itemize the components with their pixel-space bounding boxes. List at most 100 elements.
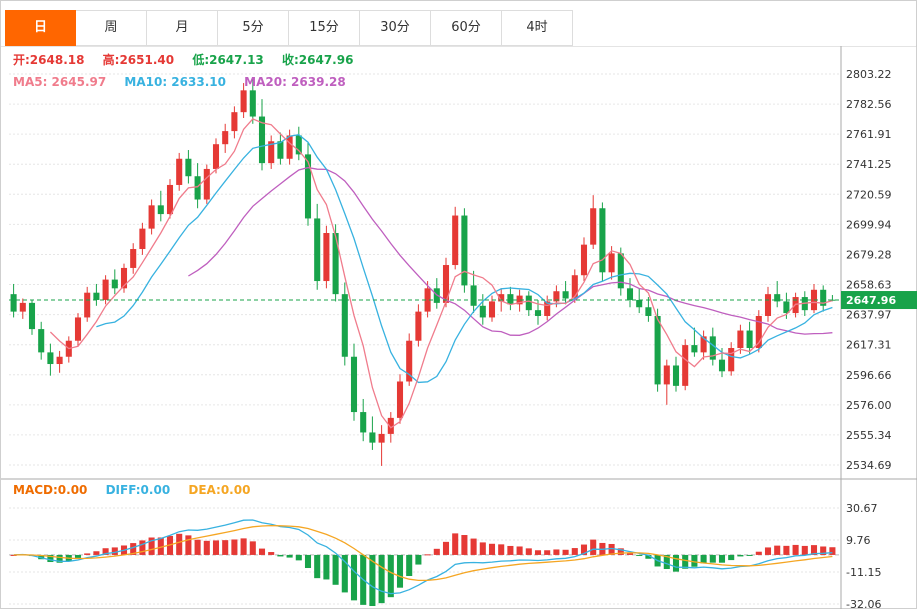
macd-histogram-bar — [820, 546, 827, 555]
ma20-value: MA20: 2639.28 — [244, 75, 346, 89]
candle-body — [231, 112, 238, 132]
macd-histogram-bar — [240, 538, 247, 555]
macd-histogram-bar — [525, 548, 532, 555]
candle-body — [498, 294, 505, 302]
macd-histogram-bar — [84, 553, 91, 555]
macd-histogram-bar — [194, 539, 201, 555]
diff-value: DIFF:0.00 — [105, 483, 171, 497]
candle-body — [442, 265, 450, 303]
candle-body — [157, 205, 164, 215]
macd-axis-label: 9.76 — [846, 534, 871, 547]
price-axis-label: 2658.63 — [846, 279, 892, 292]
macd-histogram-bar — [829, 547, 836, 555]
price-axis-label: 2555.34 — [846, 429, 892, 442]
macd-histogram-bar — [700, 554, 707, 564]
candle-body — [102, 279, 109, 300]
macd-value: MACD:0.00 — [13, 483, 88, 497]
macd-histogram-bar — [461, 535, 468, 555]
candle-body — [185, 158, 192, 177]
ma-info-row: MA5: 2645.97 MA10: 2633.10 MA20: 2639.28 — [13, 75, 360, 89]
candle-body — [544, 301, 551, 316]
macd-histogram-bar — [682, 554, 689, 569]
macd-histogram-bar — [488, 543, 496, 555]
macd-histogram-bar — [102, 548, 109, 555]
macd-histogram-bar — [332, 554, 339, 585]
candle-body — [682, 345, 689, 386]
price-axis-label: 2679.28 — [846, 248, 892, 261]
macd-histogram-bar — [47, 554, 54, 563]
current-price-tag-label: 2647.96 — [846, 294, 896, 307]
price-axis-label: 2803.22 — [846, 68, 892, 81]
tab-month[interactable]: 月 — [147, 10, 218, 46]
macd-histogram-bar — [378, 554, 385, 604]
macd-histogram-bar — [203, 540, 210, 555]
candle-body — [626, 288, 634, 300]
macd-histogram-bar — [571, 548, 578, 555]
macd-histogram-bar — [212, 540, 220, 555]
price-axis-label: 2761.91 — [846, 128, 892, 141]
macd-histogram-bar — [176, 533, 183, 555]
candle-body — [222, 131, 229, 145]
macd-histogram-bar — [691, 554, 698, 567]
tab-60min[interactable]: 60分 — [431, 10, 502, 46]
candle-body — [166, 184, 174, 215]
candle-body — [111, 279, 118, 289]
candle-body — [295, 135, 302, 155]
candle-body — [341, 294, 348, 357]
candle-body — [415, 311, 422, 341]
macd-histogram-bar — [323, 554, 330, 580]
candle-body — [608, 253, 615, 273]
candle-body — [130, 249, 137, 268]
candle-body — [28, 302, 36, 330]
low-value: 低:2647.13 — [192, 53, 264, 67]
candle-body — [553, 291, 560, 302]
macd-histogram-bar — [130, 543, 137, 555]
tab-5min[interactable]: 5分 — [218, 10, 289, 46]
macd-histogram-bar — [111, 547, 118, 555]
macd-histogram-bar — [406, 554, 413, 577]
macd-histogram-bar — [626, 552, 634, 555]
candle-body — [599, 208, 606, 273]
candle-body — [139, 228, 146, 250]
candle-body — [387, 417, 394, 434]
candle-body — [580, 244, 588, 276]
candle-body — [654, 315, 661, 385]
macd-histogram-bar — [424, 554, 431, 556]
candle-body — [378, 433, 385, 443]
macd-histogram-bar — [258, 548, 266, 555]
macd-histogram-bar — [709, 554, 716, 563]
price-axis-label: 2720.59 — [846, 188, 892, 201]
macd-histogram-bar — [341, 554, 348, 593]
candle-body — [820, 289, 827, 306]
macd-histogram-bar — [387, 554, 394, 598]
ma10-value: MA10: 2633.10 — [124, 75, 226, 89]
candle-body — [525, 295, 532, 311]
candle-body — [691, 345, 698, 353]
tab-4hour[interactable]: 4时 — [502, 10, 573, 46]
tab-15min[interactable]: 15分 — [289, 10, 360, 46]
macd-histogram-bar — [516, 546, 523, 555]
tab-30min[interactable]: 30分 — [360, 10, 431, 46]
price-axis-label: 2534.69 — [846, 459, 892, 472]
candle-body — [424, 288, 431, 312]
macd-histogram-bar — [295, 554, 302, 561]
macd-histogram-bar — [350, 554, 358, 601]
candle-body — [120, 267, 128, 289]
tab-day[interactable]: 日 — [5, 10, 76, 46]
macd-histogram-bar — [498, 544, 505, 555]
candle-body — [19, 302, 26, 312]
candle-body — [774, 294, 781, 302]
candle-body — [645, 307, 652, 316]
candle-body — [249, 90, 256, 117]
macd-histogram-bar — [792, 544, 799, 555]
candle-body — [617, 253, 624, 289]
candle-body — [350, 356, 358, 413]
macd-histogram-bar — [304, 554, 312, 569]
macd-histogram-bar — [737, 554, 744, 557]
candle-body — [783, 301, 790, 314]
macd-histogram-bar — [442, 541, 450, 555]
macd-histogram-bar — [415, 554, 422, 565]
tab-week[interactable]: 周 — [76, 10, 147, 46]
macd-histogram-bar — [452, 533, 459, 555]
